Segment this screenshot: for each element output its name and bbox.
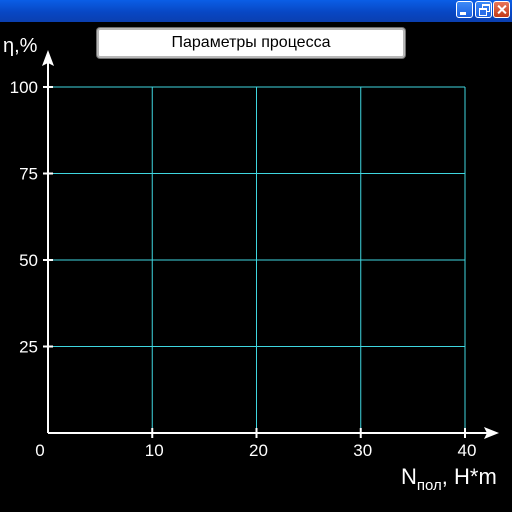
minimize-button[interactable] [456, 1, 473, 18]
panel-title: Параметры процесса [97, 28, 405, 58]
x-axis-label: Nпол, H*m [401, 464, 497, 494]
title-bar [0, 0, 512, 22]
y-tick-label: 100 [10, 78, 38, 97]
y-tick-label: 25 [19, 338, 38, 357]
maximize-button[interactable] [475, 1, 492, 18]
x-tick-label: 20 [249, 441, 268, 460]
x-tick-label: 10 [145, 441, 164, 460]
y-axis-label: η,% [3, 35, 38, 57]
x-tick-label: 0 [35, 441, 44, 460]
y-tick-label: 75 [19, 165, 38, 184]
close-button[interactable] [493, 1, 510, 18]
y-axis-arrow [42, 50, 54, 66]
y-tick-label: 50 [19, 251, 38, 270]
x-axis-arrow [484, 427, 499, 439]
x-tick-label: 40 [458, 441, 477, 460]
x-tick-label: 30 [353, 441, 372, 460]
